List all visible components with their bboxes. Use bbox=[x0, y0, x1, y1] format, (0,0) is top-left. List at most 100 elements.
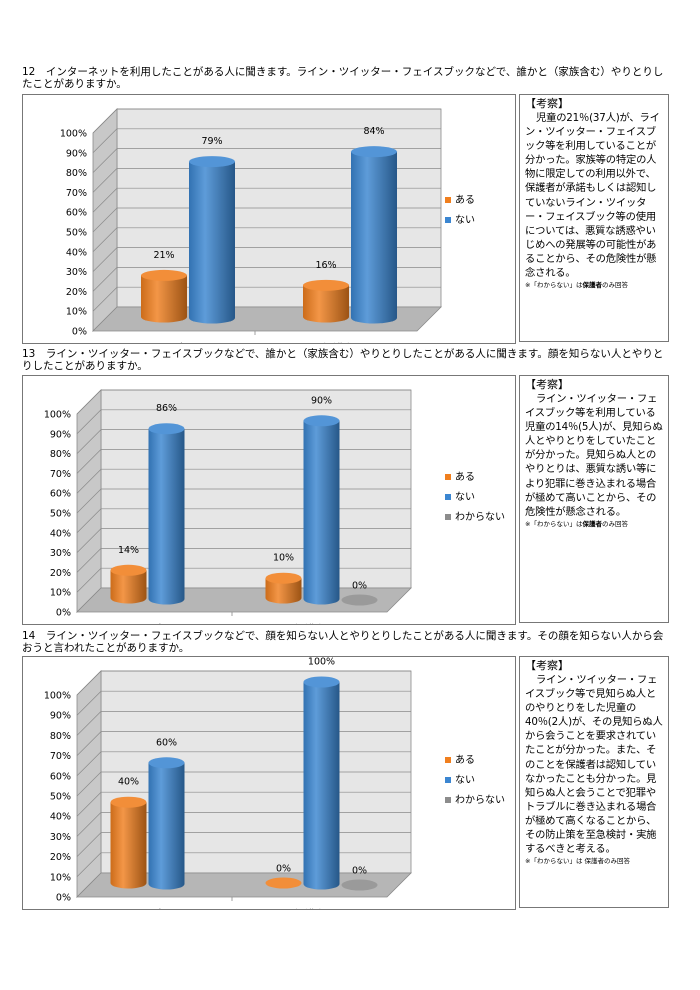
gridline-side bbox=[76, 468, 102, 494]
gridline-side bbox=[76, 731, 102, 756]
legend-swatch bbox=[445, 757, 451, 763]
bar-body bbox=[351, 151, 397, 324]
data-label: 60% bbox=[156, 737, 177, 748]
bar-1-0 bbox=[265, 572, 302, 604]
gridline-side bbox=[76, 528, 102, 553]
chart-panel-13: 0% 10% 20% 30% 40% 50% 60% 70% 80% 90% 100% 14% 86% 児… bbox=[22, 375, 516, 625]
bar-1-1 bbox=[351, 146, 397, 324]
data-label: 40% bbox=[118, 777, 139, 788]
gridline-side bbox=[76, 488, 102, 514]
y-tick-label: 0% bbox=[72, 327, 87, 338]
data-label: 0% bbox=[352, 581, 367, 592]
y-tick-label: 60% bbox=[50, 489, 71, 500]
bar-0-1 bbox=[189, 156, 235, 324]
x-tick-label: 児童 bbox=[144, 907, 166, 909]
question-14: 14 ライン・ツイッター・フェイスブックなどで、顔を知らない人とやりとりしたこと… bbox=[22, 630, 664, 654]
bar-top bbox=[351, 146, 397, 158]
legend-label: わからない bbox=[455, 794, 505, 806]
legend-swatch bbox=[445, 474, 451, 480]
y-tick-label: 100% bbox=[44, 410, 71, 421]
bar-1-0 bbox=[303, 279, 349, 323]
y-tick-label: 40% bbox=[50, 528, 71, 539]
data-label: 79% bbox=[201, 136, 222, 147]
y-tick-label: 30% bbox=[66, 267, 87, 278]
y-tick-label: 70% bbox=[66, 188, 87, 199]
legend-swatch bbox=[445, 217, 451, 223]
legend-swatch bbox=[445, 494, 451, 500]
bar-body bbox=[303, 682, 340, 890]
chart-13: 0% 10% 20% 30% 40% 50% 60% 70% 80% 90% 100% 14% 86% 児… bbox=[44, 389, 505, 624]
legend-swatch bbox=[445, 777, 451, 783]
bar-top bbox=[303, 279, 349, 291]
note-box-12: 【考察】 児童の21％(37人)が、ライン・ツイッター・フェイスブック等を利用し… bbox=[519, 94, 669, 342]
y-tick-label: 50% bbox=[66, 228, 87, 239]
x-tick-label: 保護者 bbox=[293, 907, 326, 909]
y-tick-label: 100% bbox=[44, 691, 71, 702]
gridline-side bbox=[76, 711, 102, 736]
x-tick-label: 保護者 bbox=[322, 341, 355, 343]
gridline-side bbox=[76, 690, 102, 716]
y-tick-label: 20% bbox=[66, 287, 87, 298]
gridline-side bbox=[76, 508, 102, 534]
data-label: 0% bbox=[276, 864, 291, 875]
bar-0-1 bbox=[148, 423, 185, 605]
bar-top bbox=[110, 796, 147, 808]
bar-body bbox=[303, 285, 349, 323]
chart-12: 0% 10% 20% 30% 40% 50% 60% 70% 80% 90% 100% 21% 79% 児… bbox=[60, 108, 475, 343]
y-tick-label: 70% bbox=[50, 751, 71, 762]
data-label: 21% bbox=[153, 250, 174, 261]
y-tick-label: 90% bbox=[50, 711, 71, 722]
x-tick-label: 児童 bbox=[144, 622, 166, 624]
bar-top bbox=[303, 676, 340, 688]
chart-panel-14: 0% 10% 20% 30% 40% 50% 60% 70% 80% 90% 100% 40% 60% 児… bbox=[22, 656, 516, 910]
gridline-side bbox=[76, 751, 102, 777]
bar-top bbox=[341, 594, 378, 606]
y-tick-label: 60% bbox=[50, 771, 71, 782]
gridline-side bbox=[92, 148, 118, 173]
note-body: ライン・ツイッター・フェイスブック等を利用している児童の14％(5人)が、見知ら… bbox=[525, 393, 663, 518]
note-heading: 【考察】 bbox=[525, 659, 569, 672]
gridline-side bbox=[92, 286, 118, 312]
y-tick-label: 30% bbox=[50, 832, 71, 843]
chart-14: 0% 10% 20% 30% 40% 50% 60% 70% 80% 90% 100% 40% 60% 児… bbox=[44, 657, 505, 909]
gridline-side bbox=[76, 791, 102, 817]
note-foot: ※「わからない」は 保護者のみ回答 bbox=[525, 857, 631, 866]
legend-label: ある bbox=[455, 754, 475, 766]
bar-1-2 bbox=[341, 879, 378, 891]
y-tick-label: 80% bbox=[50, 449, 71, 460]
y-tick-label: 80% bbox=[50, 731, 71, 742]
y-tick-label: 100% bbox=[60, 129, 87, 140]
gridline-side bbox=[76, 389, 102, 415]
y-tick-label: 90% bbox=[50, 429, 71, 440]
y-tick-label: 0% bbox=[56, 608, 71, 619]
gridline-side bbox=[92, 187, 118, 213]
y-tick-label: 40% bbox=[66, 247, 87, 258]
bar-body bbox=[110, 570, 147, 604]
gridline-side bbox=[92, 247, 118, 272]
y-tick-label: 40% bbox=[50, 812, 71, 823]
gridline-side bbox=[76, 670, 102, 696]
y-tick-label: 10% bbox=[50, 872, 71, 883]
bar-0-1 bbox=[148, 757, 185, 890]
legend-label: わからない bbox=[455, 511, 505, 523]
x-tick-label: 児童 bbox=[165, 341, 187, 343]
note-body: ライン・ツイッター・フェイスブック等で見知らぬ人とのやりとりをした児童の40％(… bbox=[525, 674, 663, 856]
bar-top bbox=[189, 156, 235, 168]
data-label: 0% bbox=[352, 866, 367, 877]
x-tick-label: 保護者 bbox=[293, 622, 326, 624]
legend-swatch bbox=[445, 197, 451, 203]
gridline-side bbox=[76, 429, 102, 454]
data-label: 10% bbox=[273, 553, 294, 564]
bar-top bbox=[341, 879, 378, 891]
note-body: 児童の21％(37人)が、ライン・ツイッター・フェイスブック等を利用していること… bbox=[525, 112, 660, 280]
y-tick-label: 20% bbox=[50, 568, 71, 579]
y-tick-label: 60% bbox=[66, 208, 87, 219]
note-box-13: 【考察】 ライン・ツイッター・フェイスブック等を利用している児童の14％(5人)… bbox=[519, 375, 669, 623]
data-label: 14% bbox=[118, 545, 139, 556]
bar-top bbox=[303, 415, 340, 427]
y-tick-label: 30% bbox=[50, 548, 71, 559]
bar-top bbox=[265, 877, 302, 889]
y-tick-label: 70% bbox=[50, 469, 71, 480]
data-label: 86% bbox=[156, 403, 177, 414]
bar-body bbox=[148, 428, 185, 605]
